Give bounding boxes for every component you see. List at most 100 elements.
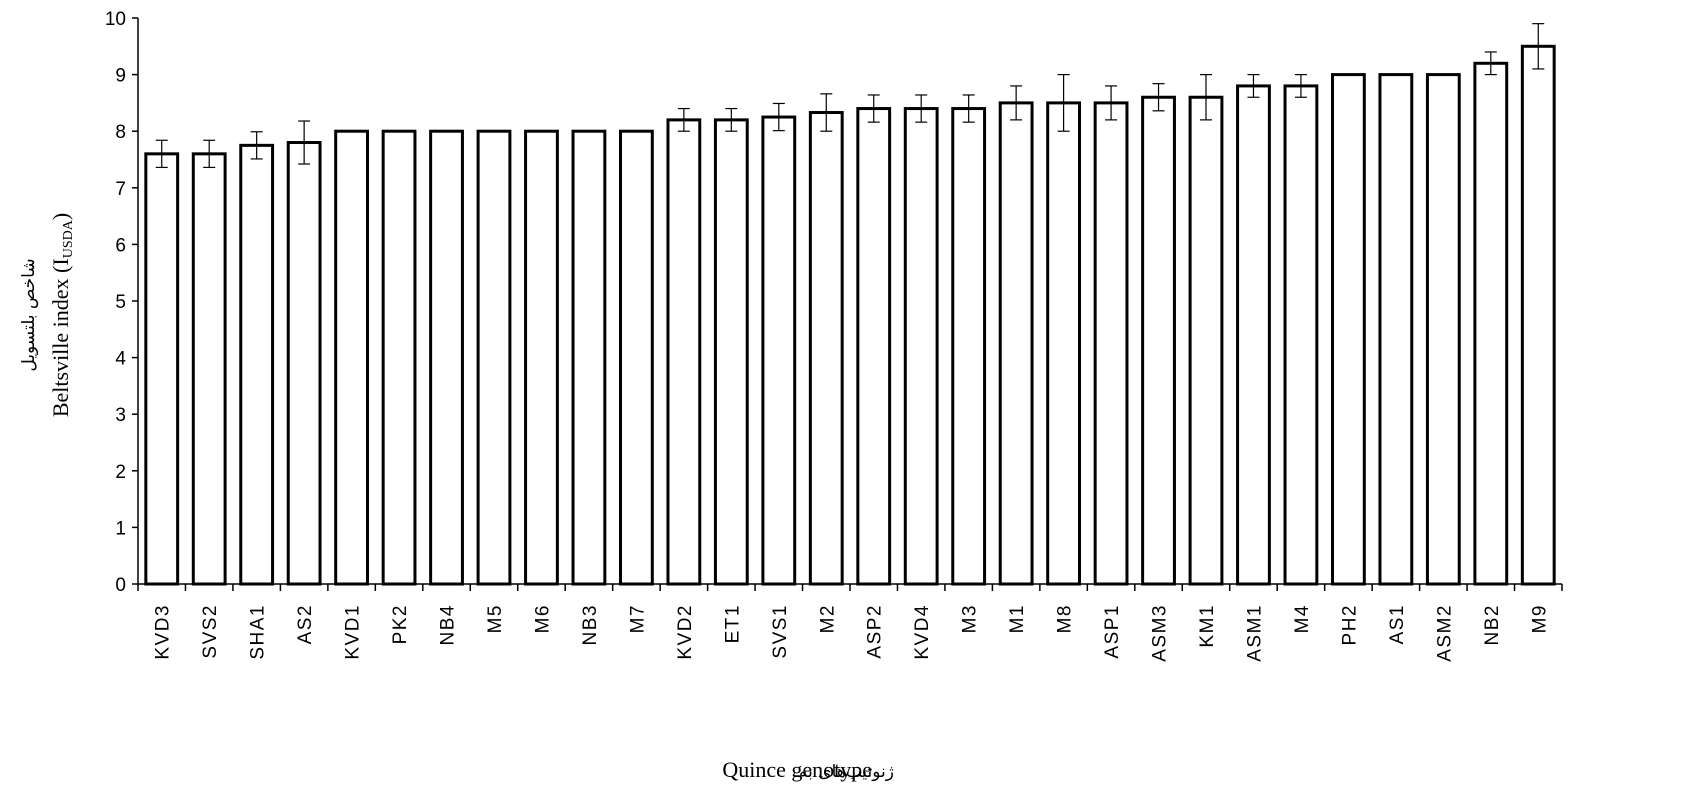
bar-m2 — [808, 111, 844, 586]
error-bar-svs2 — [203, 139, 216, 169]
bar-svs2 — [191, 152, 227, 586]
bar-et1 — [713, 118, 749, 586]
x-category-label: ASP2 — [865, 604, 886, 659]
x-category-label: M9 — [1529, 604, 1550, 633]
bar-asp1 — [1093, 101, 1129, 586]
x-category-label: M7 — [627, 604, 648, 633]
bar-m1 — [998, 101, 1034, 586]
error-bar-m2 — [820, 93, 833, 132]
error-bar-m1 — [1010, 85, 1023, 121]
x-category-label: M6 — [532, 604, 553, 633]
x-category-label: M1 — [1007, 604, 1028, 633]
x-category-label: AS2 — [295, 604, 316, 644]
x-category-label: KVD3 — [153, 604, 174, 660]
error-bar-sha1 — [250, 131, 263, 160]
error-bar-m4 — [1294, 73, 1307, 98]
error-bar-m8 — [1057, 73, 1070, 132]
bar-m8 — [1046, 101, 1082, 586]
error-bar-kvd3 — [155, 139, 168, 169]
bar-as2 — [286, 141, 322, 586]
bar-ph2 — [1330, 73, 1366, 586]
x-axis-ticks — [137, 584, 1563, 591]
x-category-labels: KVD3 SVS2 SHA1 AS2 KVD1 PK2 NB4 M5 M6 NB3 M7 KVD2 ET… — [153, 604, 1551, 662]
x-axis-title: Quince genotype — [722, 757, 872, 782]
x-category-label: ASM1 — [1244, 604, 1265, 662]
bar-nb2 — [1473, 61, 1509, 586]
x-category-label: ET1 — [722, 604, 743, 643]
bar-m4 — [1283, 84, 1319, 586]
y-tick-label: 4 — [115, 349, 126, 370]
bar-kvd1 — [334, 129, 370, 586]
y-tick-label: 2 — [115, 462, 126, 483]
bar-km1 — [1188, 95, 1224, 586]
bar-svs1 — [761, 115, 797, 586]
x-category-label: SVS1 — [770, 604, 791, 659]
error-bar-svs1 — [772, 102, 785, 132]
y-tick-label: 3 — [115, 405, 126, 426]
error-bars — [155, 23, 1545, 169]
bar-sha1 — [239, 143, 275, 586]
y-tick-label: 6 — [115, 235, 126, 256]
y-axis-title: Beltsville index (IUSDA) — [48, 213, 76, 417]
x-category-label: ASM2 — [1434, 604, 1455, 662]
x-category-label: M4 — [1292, 604, 1313, 633]
x-category-label: SVS2 — [200, 604, 221, 659]
error-bar-m3 — [962, 94, 975, 123]
x-category-label: KVD2 — [675, 604, 696, 660]
y-axis-title-subscript: USDA — [61, 219, 76, 258]
bar-as1 — [1378, 73, 1414, 586]
x-category-label: SHA1 — [248, 604, 269, 660]
bar-m5 — [476, 129, 512, 586]
x-category-label: M3 — [960, 604, 981, 633]
y-axis-title-close: ) — [48, 213, 73, 220]
bar-pk2 — [381, 129, 417, 586]
bar-asm3 — [1141, 95, 1176, 586]
error-bar-kvd4 — [915, 94, 928, 123]
x-category-label: M2 — [817, 604, 838, 633]
x-category-label: ASM3 — [1150, 604, 1171, 662]
error-bar-kvd2 — [677, 107, 690, 132]
x-category-label: KVD4 — [912, 604, 933, 660]
y-tick-label: 9 — [115, 66, 126, 87]
x-category-label: KVD1 — [343, 604, 364, 660]
bar-nb4 — [429, 129, 464, 586]
y-tick-label: 0 — [115, 575, 126, 596]
bar-m7 — [618, 129, 654, 586]
x-category-label: AS1 — [1387, 604, 1408, 644]
y-tick-label: 7 — [115, 179, 126, 200]
x-category-label: M8 — [1055, 604, 1076, 633]
error-bar-asm3 — [1152, 83, 1165, 112]
error-bar-km1 — [1200, 73, 1212, 121]
y-tick-label: 10 — [105, 9, 126, 30]
x-axis-title-fa: ژنوتیپ‌های به — [799, 762, 894, 782]
x-category-label: PK2 — [390, 604, 411, 644]
error-bar-as2 — [298, 120, 311, 165]
x-category-label: PH2 — [1339, 604, 1360, 645]
bar-m3 — [951, 107, 987, 586]
bar-kvd3 — [144, 152, 180, 586]
error-bar-asp2 — [867, 94, 880, 123]
error-bar-asp1 — [1105, 85, 1118, 121]
y-axis-title-fa: شاخص بلتسویل — [19, 258, 39, 371]
error-bar-nb2 — [1484, 51, 1497, 76]
bar-asm1 — [1236, 84, 1271, 586]
bar-m9 — [1520, 44, 1556, 586]
x-category-label: NB4 — [438, 604, 459, 645]
bar-kvd4 — [903, 107, 939, 586]
error-bar-asm1 — [1247, 73, 1260, 98]
y-tick-label: 8 — [115, 122, 126, 143]
bars — [144, 44, 1556, 586]
y-tick-label: 1 — [115, 518, 126, 539]
bar-asm2 — [1425, 73, 1461, 586]
y-axis-title-main: Beltsville index (I — [48, 258, 73, 417]
x-category-label: NB3 — [580, 604, 601, 645]
error-bar-et1 — [725, 107, 738, 132]
x-category-label: M5 — [485, 604, 506, 633]
bar-m6 — [524, 129, 559, 586]
x-category-label: NB2 — [1482, 604, 1503, 645]
bar-nb3 — [571, 129, 607, 586]
bar-asp2 — [856, 107, 892, 586]
x-category-label: KM1 — [1197, 604, 1218, 648]
y-tick-label: 5 — [115, 292, 126, 313]
